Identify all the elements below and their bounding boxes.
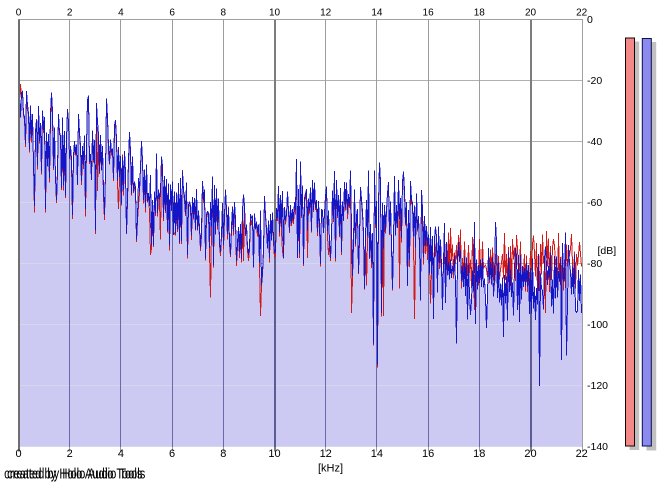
svg-text:2: 2 <box>67 8 73 19</box>
svg-text:-80: -80 <box>587 258 602 270</box>
svg-text:10: 10 <box>268 448 280 460</box>
svg-text:[kHz]: [kHz] <box>318 463 343 475</box>
svg-text:8: 8 <box>221 8 227 19</box>
svg-text:8: 8 <box>220 448 226 460</box>
svg-text:created by Holo Audio Tools: created by Holo Audio Tools <box>7 465 146 482</box>
svg-text:0: 0 <box>15 448 21 460</box>
svg-text:0: 0 <box>587 14 593 26</box>
svg-text:2: 2 <box>67 448 73 460</box>
svg-text:-40: -40 <box>587 136 602 148</box>
svg-text:0: 0 <box>16 8 22 19</box>
svg-text:6: 6 <box>169 448 175 460</box>
svg-text:4: 4 <box>118 448 124 460</box>
svg-text:14: 14 <box>371 448 383 460</box>
svg-text:-20: -20 <box>587 75 602 87</box>
svg-text:6: 6 <box>169 8 175 19</box>
svg-text:-100: -100 <box>587 319 608 331</box>
svg-text:4: 4 <box>118 8 124 19</box>
svg-text:12: 12 <box>320 448 332 460</box>
svg-text:18: 18 <box>474 8 486 19</box>
svg-text:20: 20 <box>524 448 536 460</box>
svg-text:12: 12 <box>320 8 332 19</box>
svg-text:created by Holo Audio Tools: created by Holo Audio Tools <box>4 465 143 482</box>
svg-text:18: 18 <box>473 448 485 460</box>
svg-text:22: 22 <box>576 8 588 19</box>
svg-text:16: 16 <box>422 448 434 460</box>
svg-text:20: 20 <box>525 8 537 19</box>
svg-text:14: 14 <box>371 8 383 19</box>
svg-text:-140: -140 <box>587 441 608 453</box>
svg-text:-60: -60 <box>587 197 602 209</box>
svg-text:-120: -120 <box>587 380 608 392</box>
svg-text:[dB]: [dB] <box>598 245 617 257</box>
svg-text:22: 22 <box>576 448 588 460</box>
svg-text:10: 10 <box>269 8 281 19</box>
svg-text:16: 16 <box>423 8 435 19</box>
